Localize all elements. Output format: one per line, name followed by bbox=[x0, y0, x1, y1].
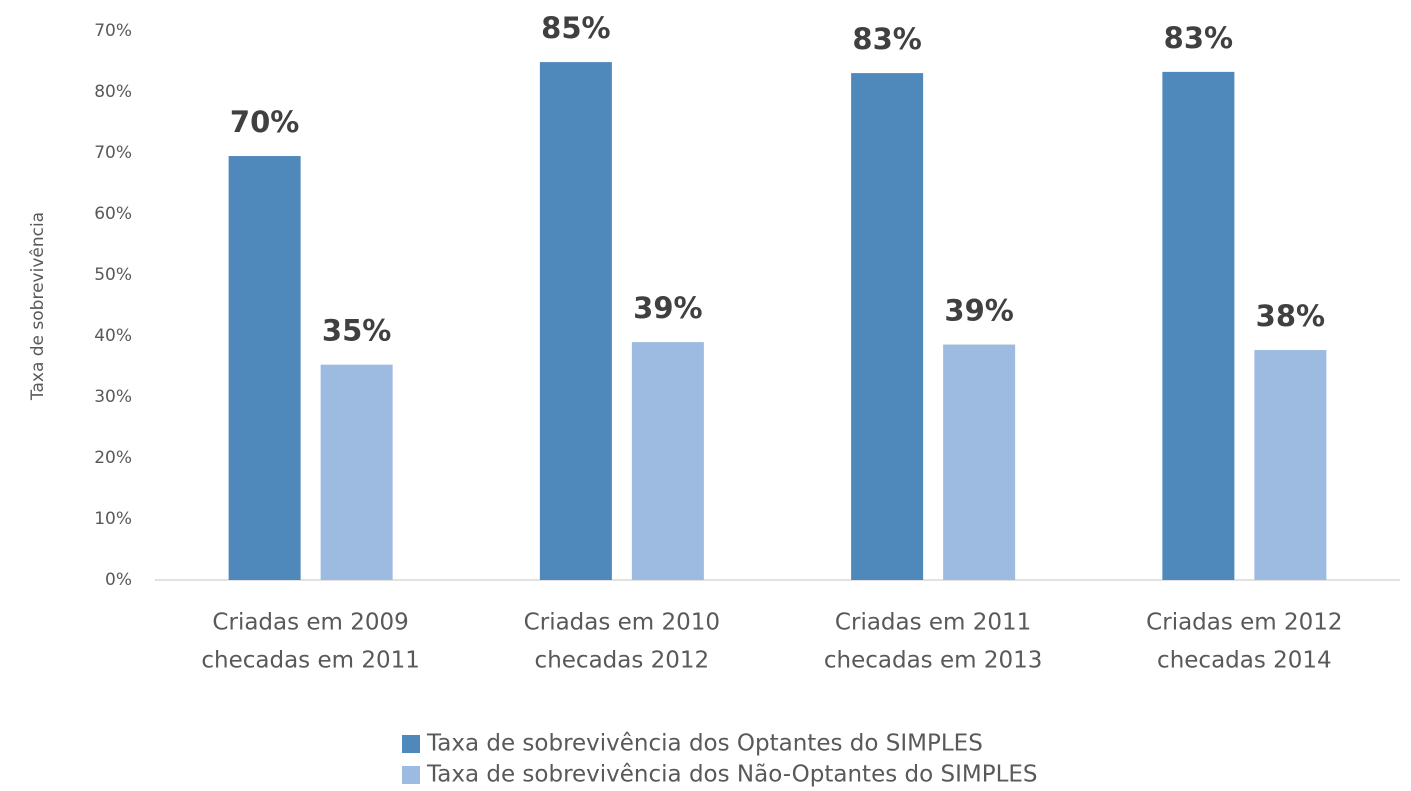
value-label: 39% bbox=[944, 294, 1013, 328]
x-tick-label: Criadas em 2012 bbox=[1146, 610, 1342, 636]
y-tick-label: 40% bbox=[94, 326, 132, 346]
value-label: 70% bbox=[230, 105, 299, 139]
value-label: 83% bbox=[852, 22, 921, 56]
legend-label: Taxa de sobrevivência dos Optantes do SI… bbox=[426, 731, 983, 757]
x-tick-label: Criadas em 2011 bbox=[835, 610, 1031, 636]
x-tick-label: Criadas em 2009 bbox=[212, 610, 408, 636]
y-tick-label: 20% bbox=[94, 448, 132, 468]
bar bbox=[228, 156, 301, 581]
y-tick-label: 80% bbox=[94, 82, 132, 102]
x-tick-label: checadas 2012 bbox=[535, 648, 710, 674]
y-tick-label: 10% bbox=[94, 509, 132, 529]
y-tick-label: 0% bbox=[105, 570, 132, 590]
legend-label: Taxa de sobrevivência dos Não-Optantes d… bbox=[426, 762, 1038, 788]
bar bbox=[1162, 71, 1235, 581]
y-tick-label: 70% bbox=[94, 21, 132, 41]
value-label: 39% bbox=[633, 291, 702, 325]
x-tick-label: checadas em 2013 bbox=[824, 648, 1043, 674]
legend-swatch bbox=[402, 766, 420, 784]
legend-swatch bbox=[402, 735, 420, 753]
bar bbox=[320, 364, 393, 580]
value-label: 35% bbox=[322, 314, 391, 348]
x-tick-label: checadas em 2011 bbox=[201, 648, 420, 674]
bar bbox=[539, 62, 612, 581]
y-tick-label: 60% bbox=[94, 204, 132, 224]
bar bbox=[631, 342, 704, 580]
y-tick-label: 30% bbox=[94, 387, 132, 407]
value-label: 85% bbox=[541, 11, 610, 45]
y-tick-label: 50% bbox=[94, 265, 132, 285]
value-label: 83% bbox=[1164, 21, 1233, 55]
x-tick-label: Criadas em 2010 bbox=[524, 610, 720, 636]
bar bbox=[943, 344, 1016, 580]
y-axis-label: Taxa de sobrevivência bbox=[28, 212, 48, 401]
bar bbox=[851, 73, 924, 580]
value-label: 38% bbox=[1256, 299, 1325, 333]
y-tick-label: 70% bbox=[94, 143, 132, 163]
x-tick-label: checadas 2014 bbox=[1157, 648, 1332, 674]
bar bbox=[1254, 350, 1327, 580]
